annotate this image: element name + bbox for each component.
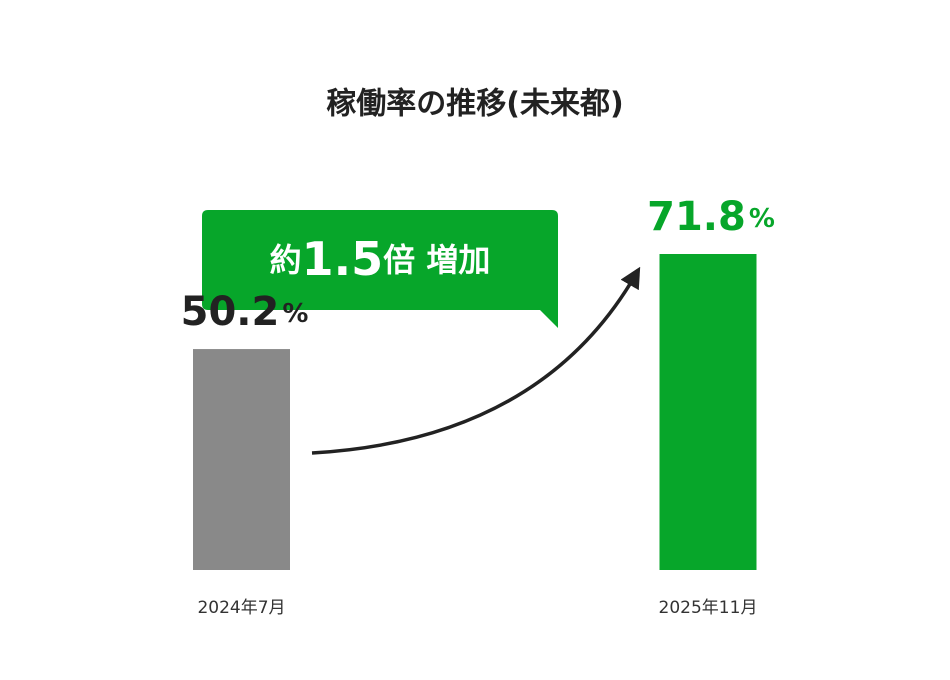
callout-box [202, 210, 558, 328]
bar [659, 254, 757, 570]
annotation: 約1.5倍 増加 [270, 232, 491, 286]
x-tick-label: 2025年11月 [659, 598, 758, 618]
chart-title: 稼働率の推移(未来都) [326, 87, 623, 122]
value-label: 50.2% [181, 289, 309, 335]
value-label: 71.8% [647, 194, 775, 240]
x-tick-label: 2024年7月 [197, 598, 285, 618]
arrow [311, 266, 641, 455]
bar [193, 349, 290, 570]
